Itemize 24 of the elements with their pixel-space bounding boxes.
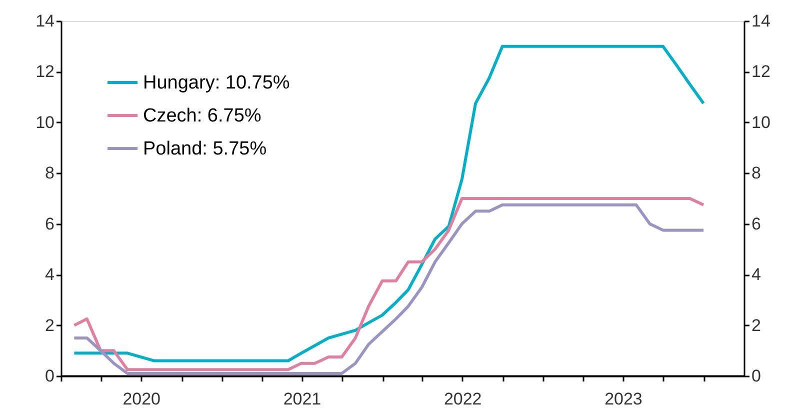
- y2-tick-label: 4: [752, 265, 761, 284]
- y2-tick-label: 2: [752, 316, 761, 335]
- y-tick-label: 14: [36, 12, 54, 30]
- line-series: [72, 44, 706, 362]
- x-tick-label: 2023: [604, 390, 642, 408]
- y2-tick-label: 0: [752, 366, 761, 386]
- legend-label: Poland: 5.75%: [143, 138, 267, 160]
- x-tick-label: 2021: [283, 390, 322, 408]
- y-tick-label: 12: [36, 62, 54, 82]
- y2-tick-label: 12: [752, 62, 770, 82]
- y-tick-label: 6: [45, 214, 54, 234]
- y-tick-label: 4: [45, 265, 54, 284]
- y2-tick-label: 8: [752, 164, 761, 183]
- x-tick-label: 2022: [444, 390, 482, 408]
- y2-tick-label: 14: [752, 12, 770, 30]
- legend-label: Hungary: 10.75%: [143, 72, 290, 94]
- y-tick-label: 0: [45, 366, 54, 386]
- y2-tick-label: 10: [752, 112, 770, 132]
- legend-label: Czech: 6.75%: [143, 106, 262, 126]
- y-tick-label: 10: [36, 112, 54, 132]
- y-tick-label: 8: [45, 164, 54, 183]
- y2-tick-label: 6: [752, 214, 761, 234]
- x-tick-label: 2020: [122, 390, 161, 408]
- y-tick-label: 2: [45, 316, 54, 335]
